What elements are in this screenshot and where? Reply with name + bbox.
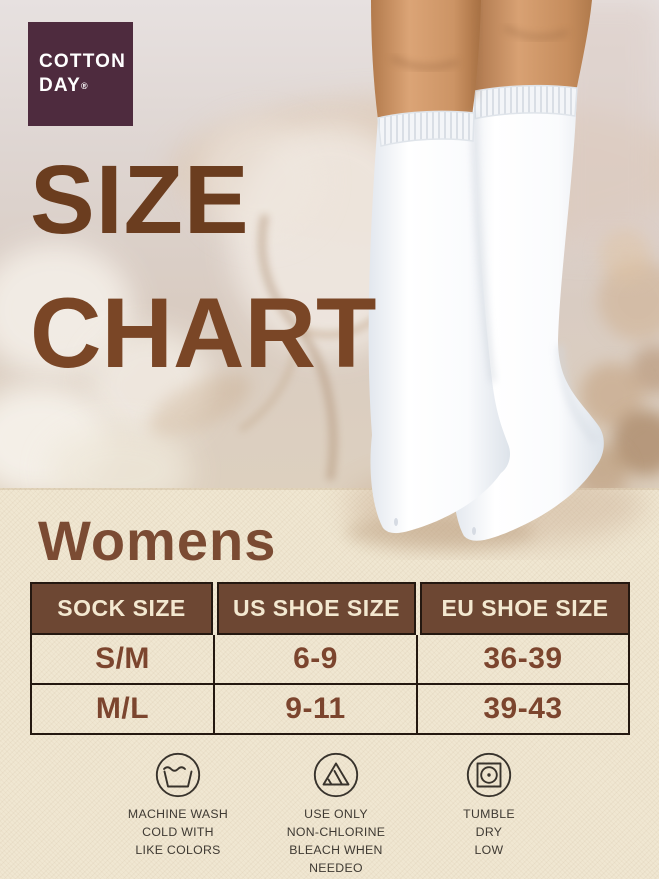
right-leg: [470, 0, 592, 96]
brand-name-line1: COTTON: [39, 51, 127, 72]
machine-wash-icon: [155, 752, 201, 798]
care-item-bleach: USE ONLY NON-CHLORINE BLEACH WHEN NEEDEO: [251, 752, 421, 877]
care-text-line: LIKE COLORS: [135, 843, 221, 857]
page-title-line2: CHART: [30, 277, 377, 388]
care-text-line: DRY: [475, 825, 503, 839]
care-text-line: NEEDEO: [309, 861, 363, 875]
section-heading: Womens: [38, 509, 277, 572]
care-text-line: MACHINE WASH: [127, 807, 229, 821]
size-table: SOCK SIZE US SHOE SIZE EU SHOE SIZE S/M …: [30, 582, 630, 735]
page-title-line1: SIZE: [30, 145, 250, 254]
size-table-cell: S/M: [30, 635, 215, 685]
non-chlorine-bleach-icon: [313, 752, 359, 798]
care-text-line: TUMBLE: [463, 807, 515, 821]
registered-trademark-symbol: ®: [80, 81, 88, 91]
brand-name-line2: DAY®: [39, 75, 88, 96]
size-table-cell: 36-39: [418, 635, 630, 685]
size-table-cell: 39-43: [418, 685, 630, 735]
care-text-line: COLD WITH: [142, 825, 214, 839]
care-text-line: BLEACH WHEN: [289, 843, 383, 857]
left-leg: [371, 0, 482, 120]
right-sock: [452, 84, 604, 541]
size-table-header-us-shoe-size: US SHOE SIZE: [217, 582, 416, 635]
size-table-cell: M/L: [30, 685, 215, 735]
care-text-line: USE ONLY: [304, 807, 368, 821]
size-table-cell: 6-9: [215, 635, 418, 685]
size-table-header-sock-size: SOCK SIZE: [30, 582, 213, 635]
brand-logo: COTTON DAY®: [28, 22, 133, 126]
care-text-line: LOW: [474, 843, 504, 857]
care-item-tumble-dry: TUMBLE DRY LOW: [414, 752, 564, 859]
left-sock: [368, 110, 511, 534]
size-table-cell: 9-11: [215, 685, 418, 735]
size-table-header-eu-shoe-size: EU SHOE SIZE: [420, 582, 630, 635]
tumble-dry-icon: [466, 752, 512, 798]
care-text-line: NON-CHLORINE: [286, 825, 386, 839]
care-item-machine-wash: MACHINE WASH COLD WITH LIKE COLORS: [83, 752, 273, 859]
